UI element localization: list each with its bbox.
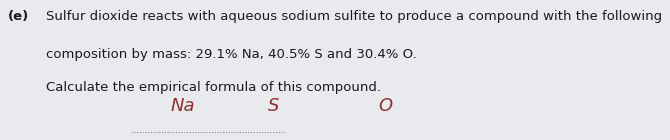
Text: (e): (e)	[8, 10, 29, 23]
Text: Calculate the empirical formula of this compound.: Calculate the empirical formula of this …	[46, 81, 381, 94]
Text: Sulfur dioxide reacts with aqueous sodium sulfite to produce a compound with the: Sulfur dioxide reacts with aqueous sodiu…	[46, 10, 662, 23]
Text: S: S	[268, 97, 279, 115]
Text: composition by mass: 29.1% Na, 40.5% S and 30.4% O.: composition by mass: 29.1% Na, 40.5% S a…	[46, 48, 416, 61]
Text: Na: Na	[171, 97, 196, 115]
Text: O: O	[379, 97, 393, 115]
